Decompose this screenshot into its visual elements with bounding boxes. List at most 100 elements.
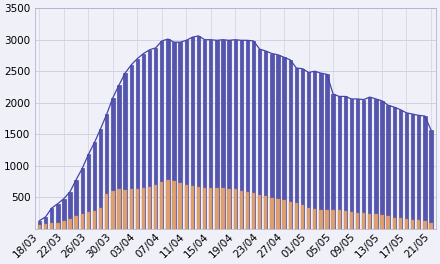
Bar <box>227 40 231 229</box>
Bar <box>350 99 353 229</box>
Bar <box>166 39 169 229</box>
Bar <box>142 54 145 229</box>
Bar <box>74 216 78 229</box>
Bar <box>93 143 96 229</box>
Bar <box>179 183 182 229</box>
Bar <box>319 210 323 229</box>
Bar <box>386 105 390 229</box>
Bar <box>62 221 66 229</box>
Bar <box>429 223 433 229</box>
Bar <box>252 193 255 229</box>
Bar <box>276 55 280 229</box>
Bar <box>423 221 426 229</box>
Bar <box>331 210 335 229</box>
Bar <box>99 129 103 229</box>
Bar <box>270 198 274 229</box>
Bar <box>411 114 414 229</box>
Bar <box>62 199 66 229</box>
Bar <box>405 113 408 229</box>
Bar <box>221 188 225 229</box>
Bar <box>264 196 268 229</box>
Bar <box>87 212 90 229</box>
Bar <box>117 190 121 229</box>
Bar <box>240 40 243 229</box>
Bar <box>307 208 310 229</box>
Bar <box>307 73 310 229</box>
Bar <box>337 96 341 229</box>
Bar <box>264 51 268 229</box>
Bar <box>380 215 384 229</box>
Bar <box>148 50 151 229</box>
Bar <box>362 213 365 229</box>
Bar <box>44 224 47 229</box>
Bar <box>344 96 347 229</box>
Bar <box>374 214 378 229</box>
Bar <box>111 98 114 229</box>
Bar <box>289 60 292 229</box>
Bar <box>337 210 341 229</box>
Bar <box>252 41 255 229</box>
Bar <box>81 214 84 229</box>
Bar <box>209 188 213 229</box>
Bar <box>111 191 114 229</box>
Bar <box>295 203 298 229</box>
Bar <box>301 69 304 229</box>
Bar <box>356 99 359 229</box>
Bar <box>380 101 384 229</box>
Bar <box>282 200 286 229</box>
Bar <box>50 208 53 229</box>
Bar <box>368 214 371 229</box>
Bar <box>160 41 164 229</box>
Bar <box>215 40 219 229</box>
Bar <box>417 115 420 229</box>
Bar <box>129 190 133 229</box>
Bar <box>172 42 176 229</box>
Bar <box>68 192 72 229</box>
Bar <box>411 220 414 229</box>
Bar <box>142 187 145 229</box>
Bar <box>325 210 329 229</box>
Bar <box>197 36 200 229</box>
Bar <box>258 195 261 229</box>
Bar <box>197 187 200 229</box>
Bar <box>350 212 353 229</box>
Bar <box>295 68 298 229</box>
Bar <box>38 225 41 229</box>
Bar <box>81 168 84 229</box>
Bar <box>240 191 243 229</box>
Bar <box>331 94 335 229</box>
Bar <box>38 221 41 229</box>
Bar <box>282 57 286 229</box>
Bar <box>374 99 378 229</box>
Bar <box>392 218 396 229</box>
Bar <box>191 186 194 229</box>
Bar <box>325 74 329 229</box>
Bar <box>44 217 47 229</box>
Bar <box>160 182 164 229</box>
Bar <box>276 199 280 229</box>
Bar <box>203 187 206 229</box>
Bar <box>166 180 169 229</box>
Bar <box>105 114 108 229</box>
Bar <box>289 202 292 229</box>
Bar <box>154 48 158 229</box>
Bar <box>362 100 365 229</box>
Bar <box>227 188 231 229</box>
Bar <box>203 40 206 229</box>
Bar <box>313 71 316 229</box>
Bar <box>185 185 188 229</box>
Bar <box>191 37 194 229</box>
Bar <box>399 218 402 229</box>
Bar <box>105 194 108 229</box>
Bar <box>246 40 249 229</box>
Bar <box>172 181 176 229</box>
Bar <box>234 40 237 229</box>
Bar <box>129 65 133 229</box>
Bar <box>136 188 139 229</box>
Bar <box>423 116 426 229</box>
Bar <box>258 49 261 229</box>
Bar <box>99 208 103 229</box>
Bar <box>56 204 59 229</box>
Bar <box>185 40 188 229</box>
Bar <box>68 219 72 229</box>
